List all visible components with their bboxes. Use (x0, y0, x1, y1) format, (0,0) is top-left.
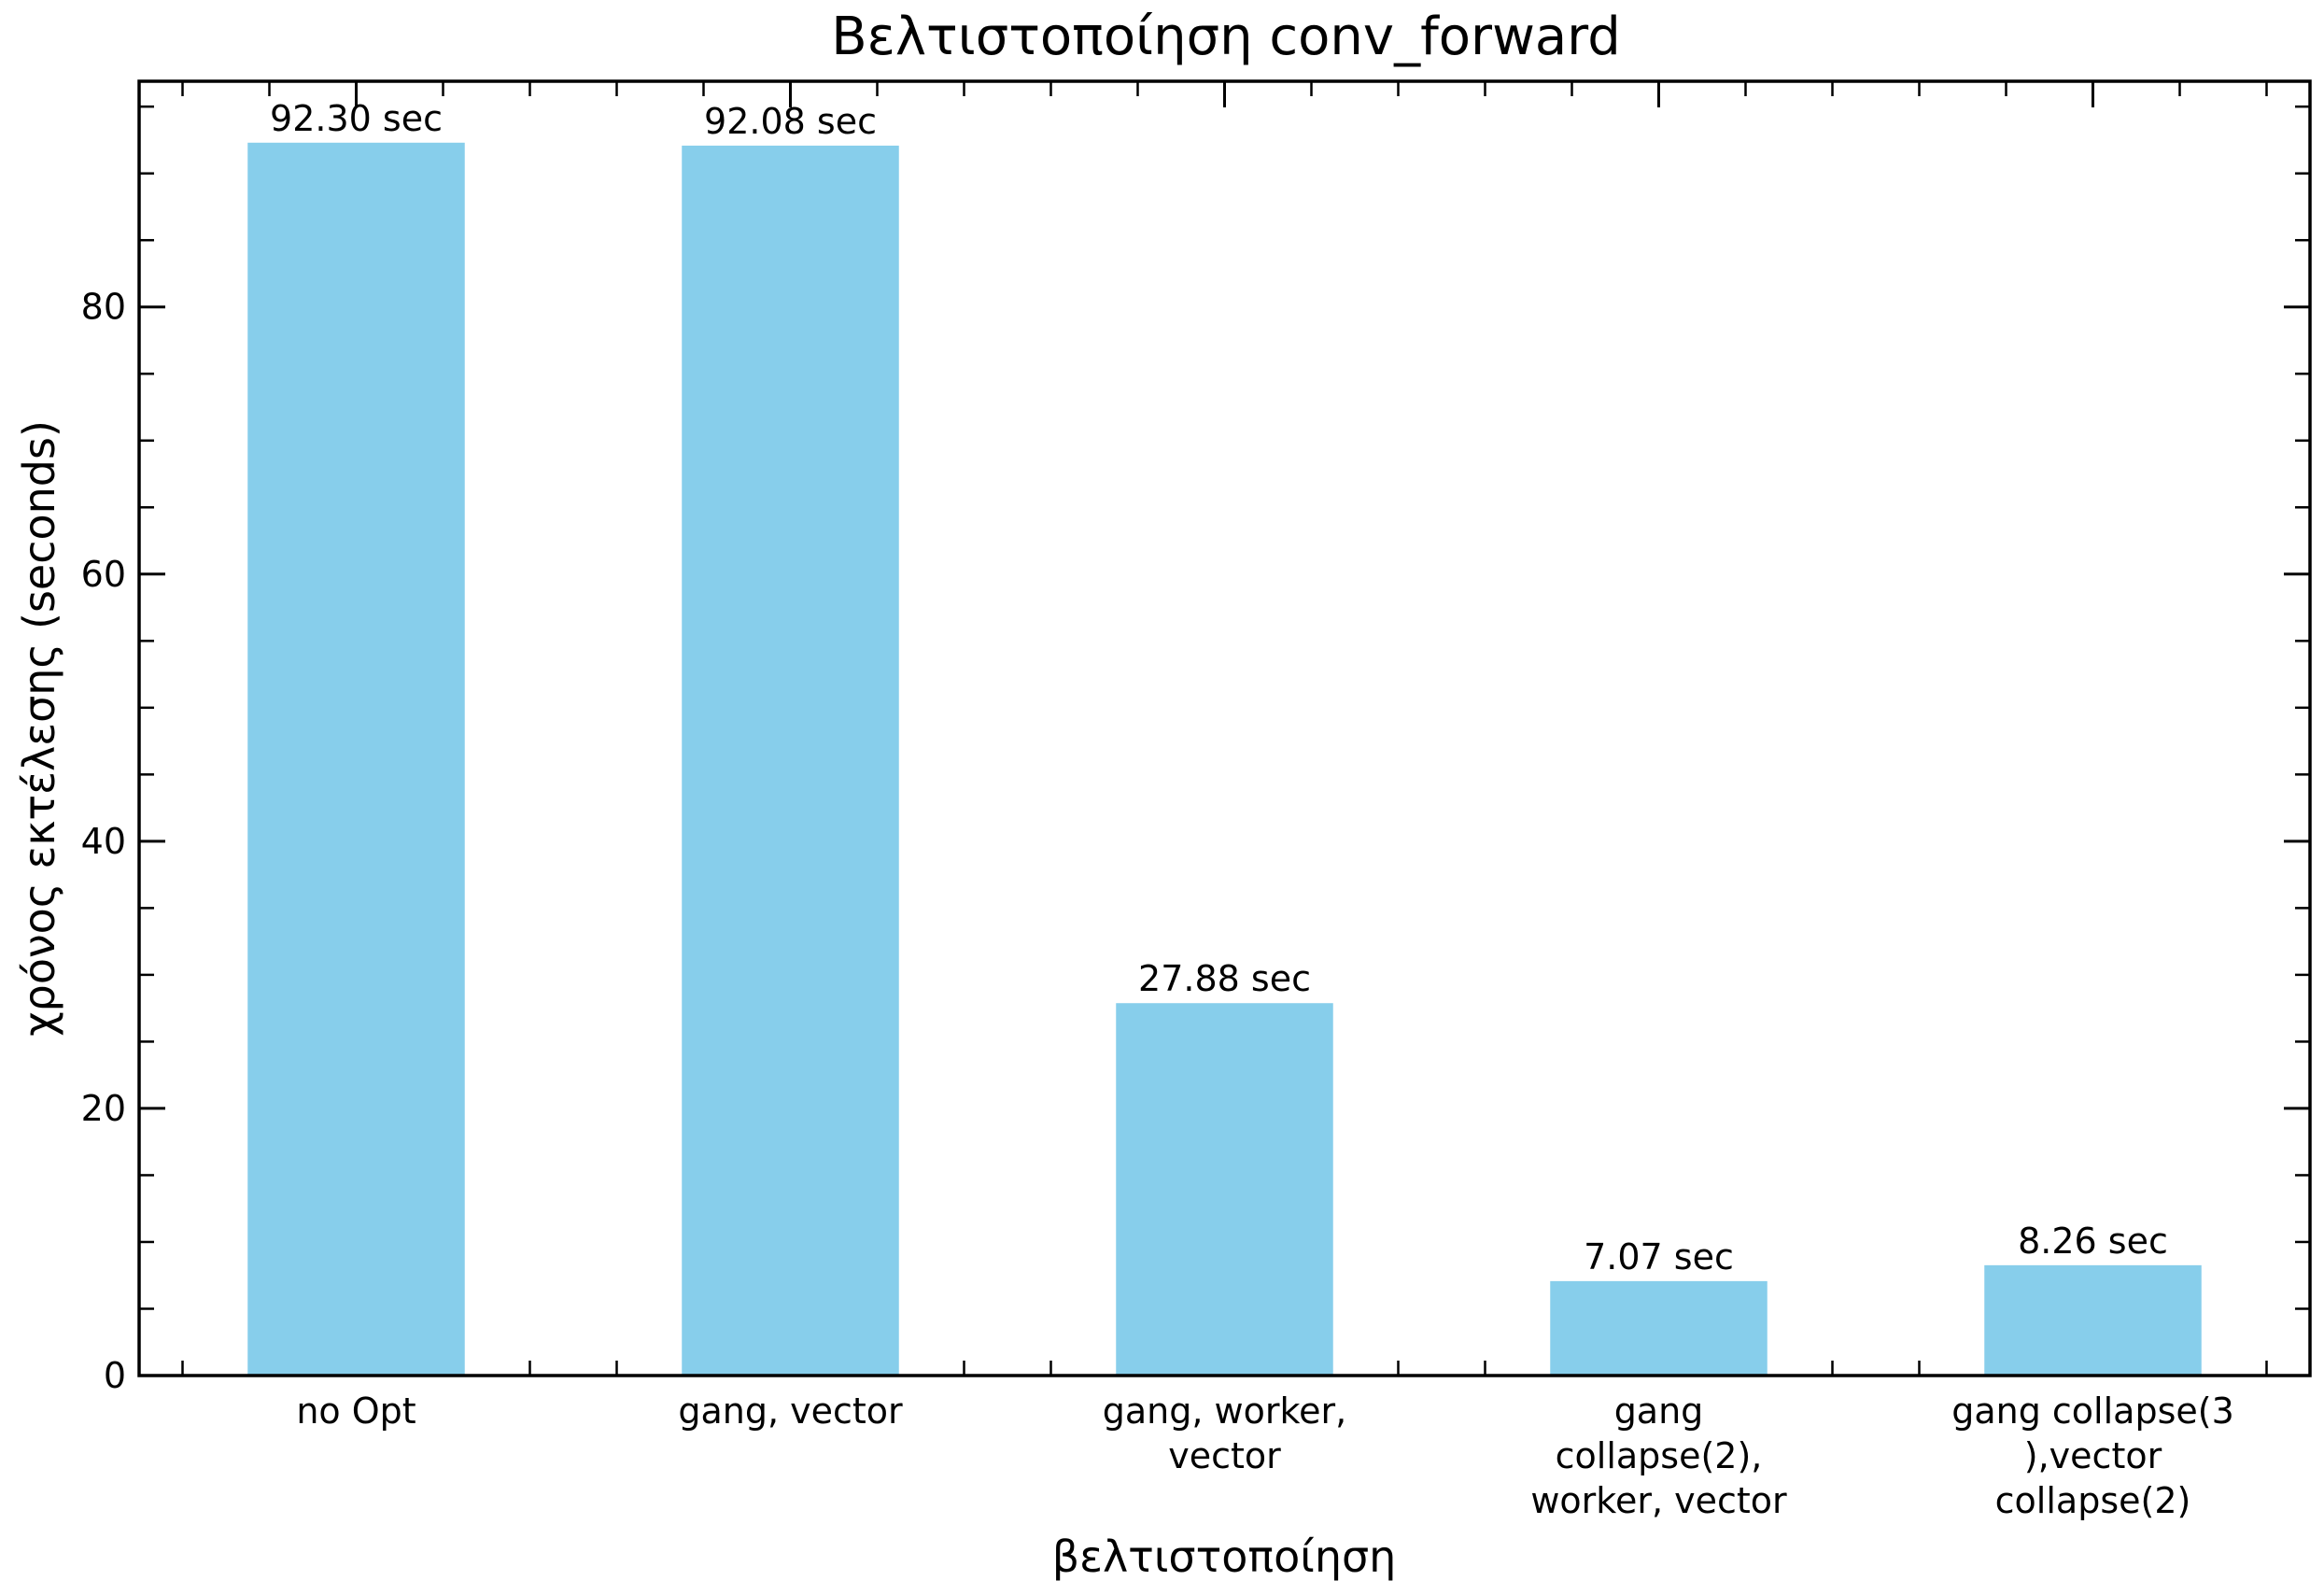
bar (1116, 1003, 1333, 1376)
x-tick-label: gang, vector (678, 1390, 903, 1432)
bar-value-label: 8.26 sec (2018, 1221, 2168, 1262)
y-tick-label: 60 (81, 554, 126, 595)
plot-frame (137, 79, 2312, 1377)
data-labels: 92.30 sec 92.08 sec 27.88 sec 7.07 sec 8.26 … (270, 98, 2168, 1277)
x-tick-labels: no Opt gang, vector gang, worker, vector gan… (296, 1390, 2233, 1521)
bar (247, 142, 465, 1376)
x-tick-label: gang, worker, vector (1103, 1390, 1346, 1476)
bar-value-label: 92.08 sec (704, 101, 877, 142)
bar (1550, 1280, 1768, 1376)
x-tick-label: gang collapse(3),vector collapse(2) (1951, 1390, 2234, 1521)
y-tick-label: 0 (104, 1355, 126, 1396)
y-tick-label: 20 (81, 1088, 126, 1129)
x-axis-label: βελτιστοποίηση (1052, 1531, 1397, 1582)
y-axis-label: χρόνος εκτέλεσης (seconds) (14, 420, 64, 1037)
bars (247, 142, 2202, 1376)
bar-value-label: 92.30 sec (270, 98, 443, 139)
chart-title: Βελτιστοποίηση conv_forward (831, 7, 1621, 67)
y-tick-label: 80 (81, 287, 126, 328)
x-tick-label: gang collapse(2), worker, vector (1530, 1390, 1787, 1521)
bar-value-label: 7.07 sec (1584, 1236, 1734, 1277)
x-tick-label: no Opt (296, 1390, 416, 1432)
bar (1984, 1264, 2202, 1376)
y-tick-label: 40 (81, 821, 126, 862)
bar-value-label: 27.88 sec (1138, 958, 1311, 999)
bar (682, 145, 899, 1376)
y-tick-labels: 0 20 40 60 80 (81, 287, 126, 1396)
